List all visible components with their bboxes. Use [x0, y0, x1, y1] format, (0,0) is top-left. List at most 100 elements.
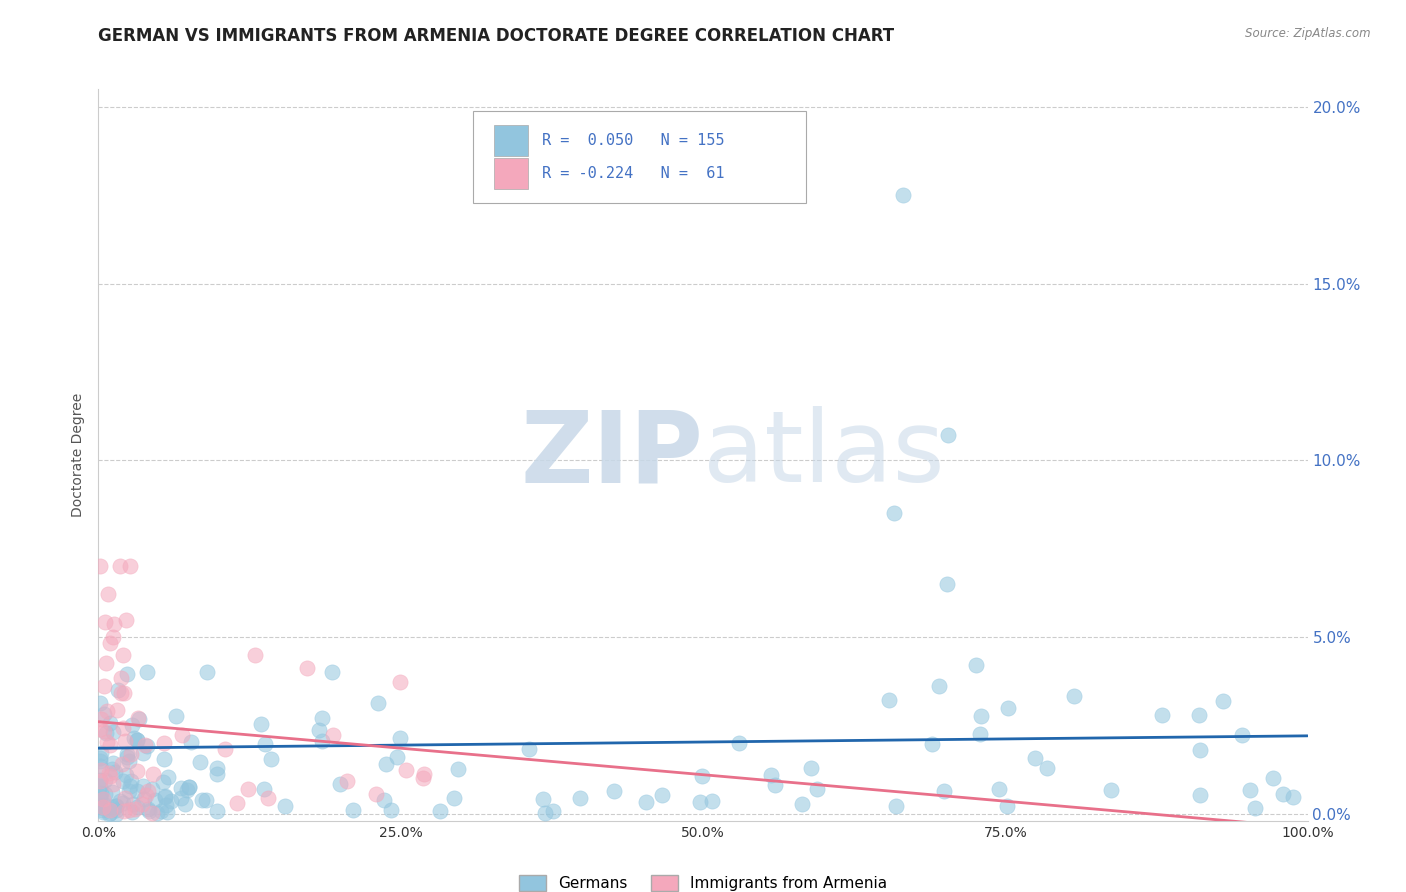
Point	[1024, 751, 1046, 765]
Point	[108, 793, 131, 807]
Point	[111, 756, 134, 771]
Point	[97, 806, 120, 821]
Point	[118, 803, 141, 817]
Point	[136, 801, 159, 815]
Point	[112, 804, 135, 818]
Point	[98, 806, 121, 821]
Point	[111, 773, 134, 788]
Point	[105, 703, 128, 717]
Point	[104, 798, 127, 813]
Point	[131, 779, 153, 793]
Point	[260, 752, 283, 766]
Point	[568, 791, 591, 805]
Point	[965, 658, 987, 673]
Text: Source: ZipAtlas.com: Source: ZipAtlas.com	[1246, 27, 1371, 40]
Point	[114, 734, 136, 748]
Point	[160, 794, 183, 808]
Point	[155, 798, 177, 813]
Point	[93, 679, 115, 693]
Point	[118, 784, 141, 798]
Point	[517, 741, 540, 756]
Point	[1272, 787, 1295, 801]
Point	[375, 757, 398, 772]
Point	[101, 756, 124, 770]
Text: R = -0.224   N =  61: R = -0.224 N = 61	[543, 166, 724, 181]
Point	[253, 782, 276, 797]
Point	[132, 791, 155, 805]
Point	[89, 789, 111, 803]
Point	[120, 747, 142, 761]
Point	[541, 804, 564, 818]
Point	[205, 804, 228, 818]
Point	[938, 428, 960, 442]
Point	[322, 728, 344, 742]
Point	[103, 724, 125, 739]
Point	[97, 587, 120, 601]
Point	[188, 755, 211, 769]
Text: atlas: atlas	[703, 407, 945, 503]
Point	[254, 737, 277, 751]
Point	[114, 768, 136, 782]
Point	[157, 770, 180, 784]
Point	[152, 775, 174, 789]
Point	[329, 777, 352, 791]
Y-axis label: Doctorate Degree: Doctorate Degree	[72, 392, 86, 517]
Point	[89, 751, 111, 765]
Point	[101, 784, 124, 798]
Point	[297, 661, 319, 675]
Point	[136, 784, 159, 798]
Point	[101, 800, 124, 814]
Point	[702, 794, 724, 808]
Point	[91, 803, 114, 817]
Point	[93, 723, 115, 738]
Point	[128, 712, 150, 726]
Point	[91, 800, 114, 814]
Point	[243, 648, 266, 662]
Point	[89, 754, 111, 768]
Point	[936, 577, 959, 591]
Point	[90, 746, 112, 760]
Point	[366, 788, 388, 802]
Point	[131, 797, 153, 811]
Point	[176, 782, 198, 797]
Point	[120, 559, 142, 574]
Point	[143, 793, 166, 807]
Point	[103, 617, 125, 632]
Point	[195, 793, 218, 807]
Point	[174, 797, 197, 812]
Point	[1244, 801, 1267, 815]
Point	[443, 790, 465, 805]
Point	[997, 799, 1019, 814]
Point	[728, 736, 751, 750]
Point	[89, 773, 111, 788]
Point	[1188, 707, 1211, 722]
Point	[388, 674, 411, 689]
FancyBboxPatch shape	[494, 158, 527, 189]
Point	[89, 798, 111, 813]
Point	[179, 780, 201, 795]
Point	[101, 630, 124, 644]
Point	[342, 803, 364, 817]
Point	[110, 559, 132, 574]
FancyBboxPatch shape	[474, 112, 806, 202]
Point	[121, 805, 143, 819]
Point	[921, 737, 943, 751]
Point	[98, 738, 121, 752]
Point	[256, 791, 278, 805]
Point	[1232, 728, 1254, 742]
Point	[932, 784, 955, 798]
Point	[93, 800, 115, 814]
Point	[336, 773, 359, 788]
Point	[214, 742, 236, 756]
Point	[153, 789, 176, 804]
Point	[89, 696, 111, 710]
Point	[125, 783, 148, 797]
Point	[146, 805, 169, 820]
Point	[884, 799, 907, 814]
Point	[117, 750, 139, 764]
Point	[602, 784, 624, 798]
Point	[114, 613, 136, 627]
Point	[124, 802, 146, 816]
Point	[98, 803, 121, 817]
Point	[142, 766, 165, 780]
